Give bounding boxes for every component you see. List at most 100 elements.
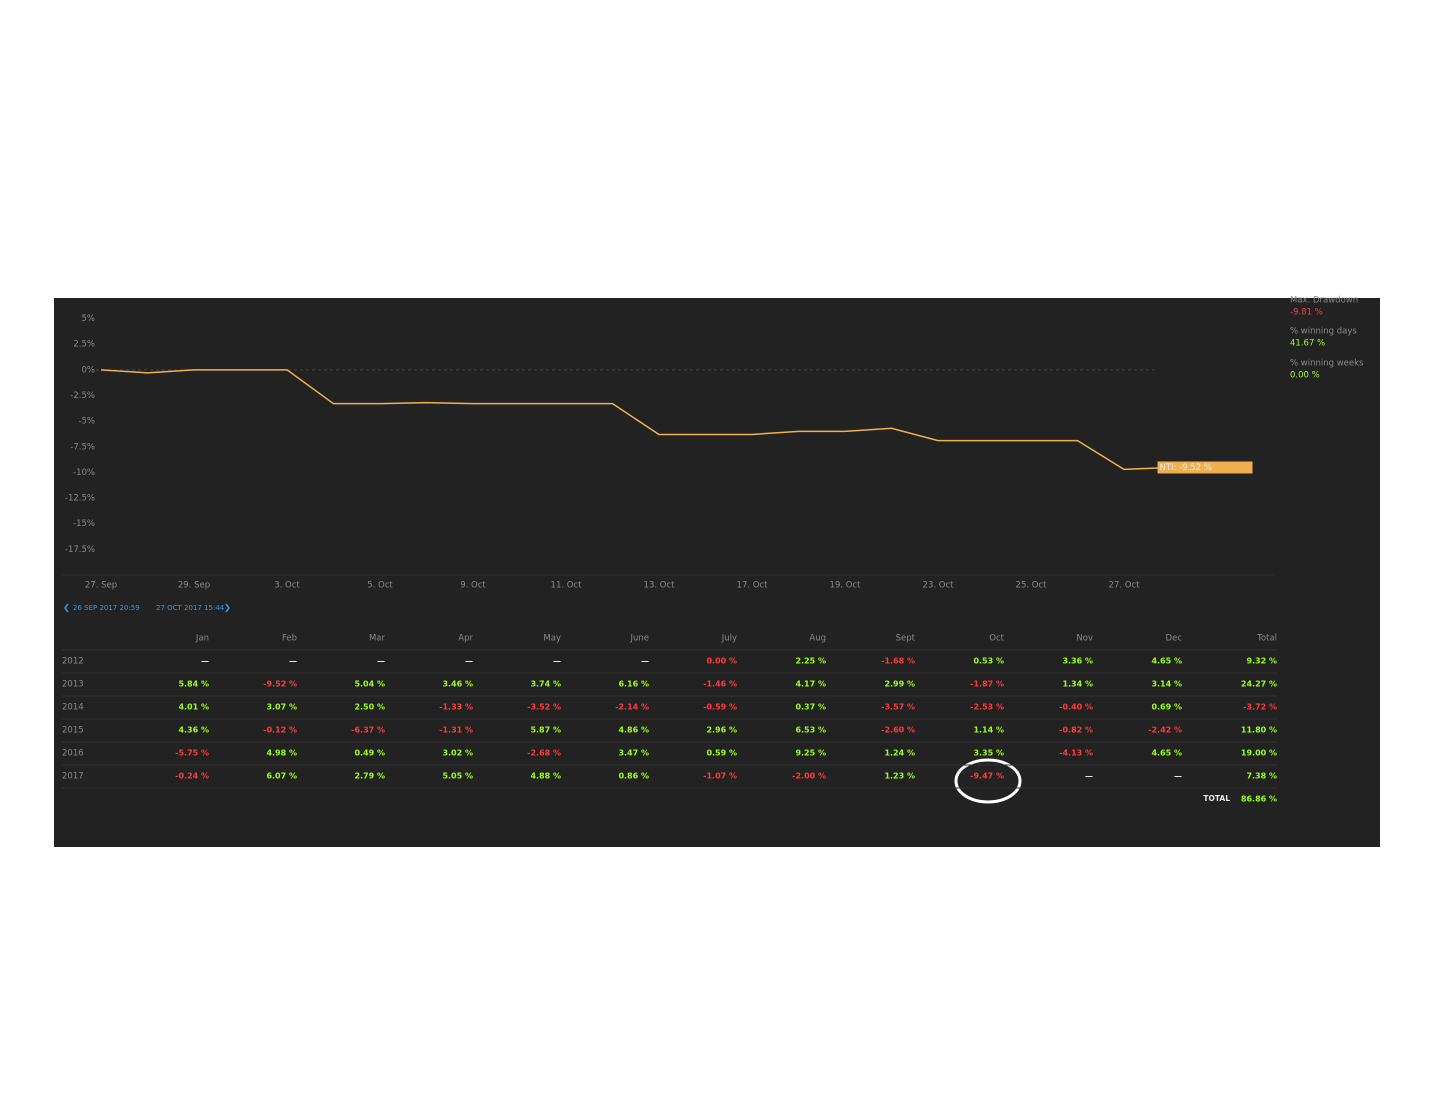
- cell: 24.27 %: [1241, 680, 1277, 689]
- next-arrow[interactable]: [225, 603, 230, 613]
- column-header: July: [721, 634, 737, 644]
- cell: 2.25 %: [795, 657, 826, 666]
- cell: 0.59 %: [706, 749, 737, 758]
- row-year: 2017: [62, 772, 84, 782]
- cell: 0.37 %: [795, 703, 826, 712]
- stat-label: Max. Drawdown: [1290, 296, 1358, 306]
- cell: 6.16 %: [618, 680, 649, 689]
- cell: 1.24 %: [884, 749, 915, 758]
- row-year: 2016: [62, 749, 84, 759]
- cell: -2.60 %: [881, 726, 915, 735]
- y-tick-label: -10%: [73, 468, 95, 478]
- total-value: 86.86 %: [1241, 795, 1277, 804]
- cell: 5.04 %: [354, 680, 385, 689]
- cell: 4.65 %: [1151, 749, 1182, 758]
- cell: —: [1174, 772, 1182, 781]
- cell: 2.99 %: [884, 680, 915, 689]
- cell: 3.46 %: [442, 680, 473, 689]
- x-tick-label: 29. Sep: [178, 581, 210, 591]
- y-tick-label: -12.5%: [65, 494, 95, 504]
- cell: 4.86 %: [618, 726, 649, 735]
- cell: 2.79 %: [354, 772, 385, 781]
- column-header: Feb: [282, 634, 297, 644]
- y-tick-label: -17.5%: [65, 545, 95, 555]
- cell: 2.96 %: [706, 726, 737, 735]
- x-tick-label: 5. Oct: [367, 581, 393, 591]
- column-header: Mar: [369, 634, 386, 644]
- cell: 9.25 %: [795, 749, 826, 758]
- equity-line: [100, 369, 1171, 471]
- column-header: Dec: [1166, 634, 1183, 644]
- x-tick-label: 3. Oct: [274, 581, 300, 591]
- cell: -2.42 %: [1148, 726, 1182, 735]
- stat-value: -9.81 %: [1290, 308, 1323, 318]
- cell: —: [1085, 772, 1093, 781]
- x-tick-label: 27. Sep: [85, 581, 117, 591]
- cell: 5.87 %: [530, 726, 561, 735]
- cell: 0.53 %: [973, 657, 1004, 666]
- cell: 6.53 %: [795, 726, 826, 735]
- prev-arrow[interactable]: [64, 603, 69, 613]
- cell: 4.01 %: [178, 703, 209, 712]
- cell: 4.36 %: [178, 726, 209, 735]
- y-tick-label: 5%: [82, 314, 96, 324]
- x-tick-label: 23. Oct: [923, 581, 955, 591]
- cell: 0.49 %: [354, 749, 385, 758]
- cell: -2.00 %: [792, 772, 826, 781]
- x-tick-label: 9. Oct: [460, 581, 486, 591]
- row-year: 2015: [62, 726, 84, 736]
- cell: 0.86 %: [618, 772, 649, 781]
- cell: -2.14 %: [615, 703, 649, 712]
- cell: —: [289, 657, 297, 666]
- cell: 4.65 %: [1151, 657, 1182, 666]
- cell: -1.68 %: [881, 657, 915, 666]
- x-tick-label: 11. Oct: [551, 581, 583, 591]
- cell: 0.00 %: [706, 657, 737, 666]
- column-header: Oct: [989, 634, 1004, 644]
- x-tick-label: 25. Oct: [1016, 581, 1048, 591]
- column-header: June: [629, 634, 649, 644]
- range-start[interactable]: 26 SEP 2017 20:59: [73, 604, 140, 612]
- cell: 3.07 %: [266, 703, 297, 712]
- cell: -0.12 %: [263, 726, 297, 735]
- cell: -3.52 %: [527, 703, 561, 712]
- cell: —: [201, 657, 209, 666]
- cell: 3.74 %: [530, 680, 561, 689]
- row-year: 2013: [62, 680, 84, 690]
- y-tick-label: -5%: [78, 417, 95, 427]
- cell: 1.34 %: [1062, 680, 1093, 689]
- stat-value: 41.67 %: [1290, 339, 1325, 349]
- cell: -6.37 %: [351, 726, 385, 735]
- y-tick-label: -7.5%: [70, 442, 95, 452]
- cell: —: [465, 657, 473, 666]
- cell: -2.68 %: [527, 749, 561, 758]
- cell: 3.02 %: [442, 749, 473, 758]
- cell: 3.36 %: [1062, 657, 1093, 666]
- x-tick-label: 27. Oct: [1109, 581, 1141, 591]
- cell: 5.05 %: [442, 772, 473, 781]
- end-label-box: [1157, 461, 1253, 474]
- cell: -1.07 %: [703, 772, 737, 781]
- cell: -0.40 %: [1059, 703, 1093, 712]
- cell: 0.69 %: [1151, 703, 1182, 712]
- stat-label: % winning days: [1290, 327, 1357, 337]
- cell: -4.13 %: [1059, 749, 1093, 758]
- cell: -5.75 %: [175, 749, 209, 758]
- stat-label: % winning weeks: [1290, 359, 1364, 369]
- highlight-circle: [954, 758, 1022, 804]
- y-tick-label: 2.5%: [73, 340, 95, 350]
- range-end[interactable]: 27 OCT 2017 15:44: [156, 604, 225, 612]
- cell: -3.72 %: [1243, 703, 1277, 712]
- cell: -1.87 %: [970, 680, 1004, 689]
- cell: -1.33 %: [439, 703, 473, 712]
- cell: 3.14 %: [1151, 680, 1182, 689]
- cell: —: [377, 657, 385, 666]
- stat-value: 0.00 %: [1290, 371, 1320, 381]
- cell: 7.38 %: [1246, 772, 1277, 781]
- x-tick-label: 19. Oct: [830, 581, 862, 591]
- cell: 3.47 %: [618, 749, 649, 758]
- cell: -1.31 %: [439, 726, 473, 735]
- cell: -9.47 %: [970, 772, 1004, 781]
- cell: -0.82 %: [1059, 726, 1093, 735]
